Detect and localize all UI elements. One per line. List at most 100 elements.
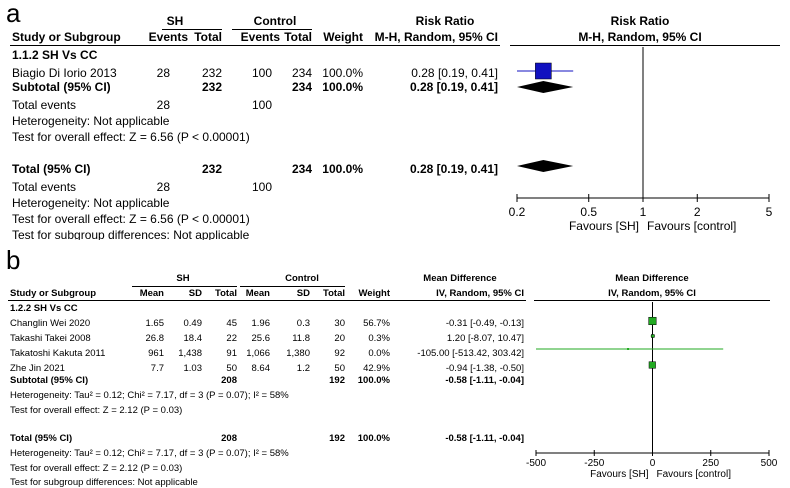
a-study-events-control: 100 bbox=[251, 66, 272, 80]
a-study-ci: 0.28 [0.19, 0.41] bbox=[411, 66, 498, 80]
a-col-weight: Weight bbox=[323, 30, 363, 44]
b-study-mean-sh: 7.7 bbox=[150, 363, 164, 374]
a-col-effect-method: M-H, Random, 95% CI bbox=[374, 30, 498, 44]
b-study-ci: 1.20 [-8.07, 10.47] bbox=[446, 333, 524, 344]
b-col-mean-sh: Mean bbox=[139, 288, 164, 299]
a-subtotal-total-control: 234 bbox=[291, 80, 312, 94]
a-plot-method: M-H, Random, 95% CI bbox=[578, 30, 702, 44]
b-study-weight: 42.9% bbox=[363, 363, 390, 374]
b-study-n-sh: 50 bbox=[226, 363, 237, 374]
x-tick-label: 1 bbox=[640, 205, 647, 219]
b-study-sd-sh: 1,438 bbox=[178, 348, 202, 359]
b-study-n-control: 50 bbox=[334, 363, 345, 374]
a-col-total-sh: Total bbox=[194, 30, 222, 44]
b-total-overall-effect: Test for overall effect: Z = 2.12 (P = 0… bbox=[10, 463, 183, 474]
favours-left-label: Favours [SH] bbox=[569, 219, 639, 233]
favours-right-label: Favours [control] bbox=[657, 469, 732, 480]
b-study-n-sh: 45 bbox=[226, 318, 237, 329]
x-tick-label: 2 bbox=[694, 205, 701, 219]
b-study-ci: -105.00 [-513.42, 303.42] bbox=[417, 348, 524, 359]
b-total-ci: -0.58 [-1.11, -0.04] bbox=[445, 433, 524, 444]
a-total-events-control: 100 bbox=[251, 180, 272, 194]
a-col-events-sh: Events bbox=[148, 30, 188, 44]
b-study-n-sh: 91 bbox=[226, 348, 237, 359]
b-study-sd-control: 11.8 bbox=[292, 333, 310, 344]
a-plot-title: Risk Ratio bbox=[610, 14, 670, 28]
b-plot-method: IV, Random, 95% CI bbox=[608, 288, 696, 299]
x-tick-label: 5 bbox=[766, 205, 773, 219]
study-weight-square bbox=[535, 62, 552, 80]
b-study-mean-sh: 1.65 bbox=[145, 318, 165, 329]
a-sub-events-sh: 28 bbox=[156, 98, 170, 112]
a-col-total-control: Total bbox=[284, 30, 312, 44]
panel-a-letter: a bbox=[6, 0, 21, 28]
favours-left-label: Favours [SH] bbox=[590, 469, 649, 480]
b-study-ci: -0.31 [-0.49, -0.13] bbox=[445, 318, 524, 329]
study-weight-square bbox=[651, 334, 655, 338]
a-subtotal-label: Subtotal (95% CI) bbox=[12, 80, 111, 94]
b-study-mean-control: 1.96 bbox=[251, 318, 271, 329]
x-tick-label: 250 bbox=[702, 458, 719, 469]
a-total-label: Total (95% CI) bbox=[12, 162, 91, 176]
b-study-mean-control: 8.64 bbox=[251, 363, 271, 374]
b-subtotal-n-control: 192 bbox=[329, 375, 345, 386]
b-subtotal-ci: -0.58 [-1.11, -0.04] bbox=[445, 375, 524, 386]
b-subgroup-label: 1.2.2 SH Vs CC bbox=[10, 303, 78, 314]
a-total-events-label: Total events bbox=[12, 180, 77, 194]
b-study-sd-sh: 18.4 bbox=[183, 333, 203, 344]
b-study-name: Takashi Takei 2008 bbox=[10, 333, 91, 344]
x-tick-label: -250 bbox=[584, 458, 604, 469]
b-study-weight: 0.0% bbox=[368, 348, 390, 359]
x-tick-label: 0.2 bbox=[509, 205, 526, 219]
b-study-sd-sh: 0.49 bbox=[183, 318, 203, 329]
b-study-weight: 56.7% bbox=[363, 318, 390, 329]
a-sub-overall-effect: Test for overall effect: Z = 6.56 (P < 0… bbox=[12, 130, 250, 144]
a-study-weight: 100.0% bbox=[322, 66, 363, 80]
b-total-heterogeneity: Heterogeneity: Tau² = 0.12; Chi² = 7.17,… bbox=[10, 448, 289, 459]
a-study-name: Biagio Di Iorio 2013 bbox=[12, 66, 117, 80]
b-study-weight: 0.3% bbox=[368, 333, 390, 344]
total-diamond bbox=[517, 160, 574, 172]
b-study-mean-sh: 26.8 bbox=[145, 333, 165, 344]
a-total-events-sh: 28 bbox=[156, 180, 170, 194]
b-subtotal-label: Subtotal (95% CI) bbox=[10, 375, 89, 386]
a-total-heterogeneity: Heterogeneity: Not applicable bbox=[12, 196, 170, 210]
x-tick-label: -500 bbox=[526, 458, 546, 469]
b-group-sh-header: SH bbox=[176, 273, 190, 284]
a-col-events-control: Events bbox=[240, 30, 280, 44]
subtotal-diamond bbox=[517, 81, 574, 93]
b-study-mean-control: 25.6 bbox=[251, 333, 271, 344]
a-sub-events-control: 100 bbox=[251, 98, 272, 112]
a-col-study: Study or Subgroup bbox=[12, 30, 121, 44]
b-sub-overall-effect: Test for overall effect: Z = 2.12 (P = 0… bbox=[10, 405, 183, 416]
b-study-name: Zhe Jin 2021 bbox=[10, 363, 65, 374]
b-study-mean-control: 1,066 bbox=[246, 348, 270, 359]
b-subtotal-weight: 100.0% bbox=[357, 375, 390, 386]
a-forest-plot: 0.2 0.5 1 2 5 Favours [SH] Favours [control] bbox=[509, 47, 773, 233]
b-study-n-control: 92 bbox=[334, 348, 345, 359]
a-total-total-sh: 232 bbox=[201, 162, 222, 176]
a-study-total-sh: 232 bbox=[201, 66, 222, 80]
b-study-name: Takatoshi Kakuta 2011 bbox=[10, 348, 106, 359]
b-col-total-sh: Total bbox=[215, 288, 237, 299]
b-study-sd-control: 0.3 bbox=[296, 318, 310, 329]
b-subgroup-differences: Test for subgroup differences: Not appli… bbox=[10, 477, 198, 488]
b-col-sd-control: SD bbox=[296, 288, 310, 299]
b-study-n-sh: 22 bbox=[226, 333, 237, 344]
b-col-study: Study or Subgroup bbox=[10, 288, 97, 299]
a-effect-title: Risk Ratio bbox=[415, 14, 475, 28]
a-subtotal-total-sh: 232 bbox=[201, 80, 222, 94]
b-study-name: Changlin Wei 2020 bbox=[10, 318, 91, 329]
a-subtotal-ci: 0.28 [0.19, 0.41] bbox=[409, 80, 498, 94]
b-study-sd-control: 1,380 bbox=[286, 348, 310, 359]
b-total-weight: 100.0% bbox=[357, 433, 390, 444]
a-study-events-sh: 28 bbox=[156, 66, 170, 80]
b-study-n-control: 20 bbox=[334, 333, 345, 344]
a-total-total-control: 234 bbox=[291, 162, 312, 176]
b-col-total-control: Total bbox=[323, 288, 345, 299]
a-total-ci: 0.28 [0.19, 0.41] bbox=[409, 162, 498, 176]
b-col-mean-control: Mean bbox=[245, 288, 270, 299]
study-weight-square bbox=[648, 316, 657, 326]
b-total-n-sh: 208 bbox=[221, 433, 237, 444]
